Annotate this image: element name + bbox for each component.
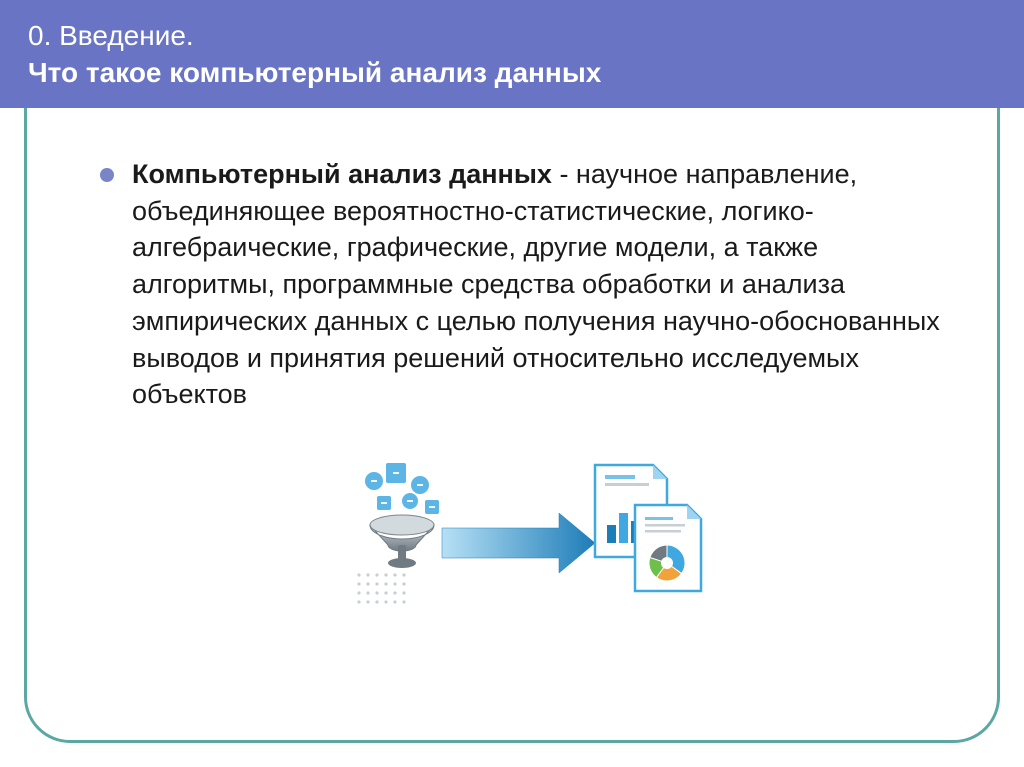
definition-term: Компьютерный анализ данных bbox=[132, 159, 552, 189]
bullet-item: Компьютерный анализ данных - научное нап… bbox=[100, 156, 954, 413]
slide-body: Компьютерный анализ данных - научное нап… bbox=[0, 108, 1024, 637]
header-line-1: 0. Введение. bbox=[28, 18, 996, 55]
header-line-2: Что такое компьютерный анализ данных bbox=[28, 55, 996, 92]
bullet-text: Компьютерный анализ данных - научное нап… bbox=[132, 156, 954, 413]
slide-header: 0. Введение. Что такое компьютерный анал… bbox=[0, 0, 1024, 108]
data-flow-svg bbox=[347, 447, 707, 617]
definition-body: - научное направление, объединяющее веро… bbox=[132, 159, 940, 409]
data-flow-illustration bbox=[100, 447, 954, 617]
bullet-dot-icon bbox=[100, 168, 114, 182]
